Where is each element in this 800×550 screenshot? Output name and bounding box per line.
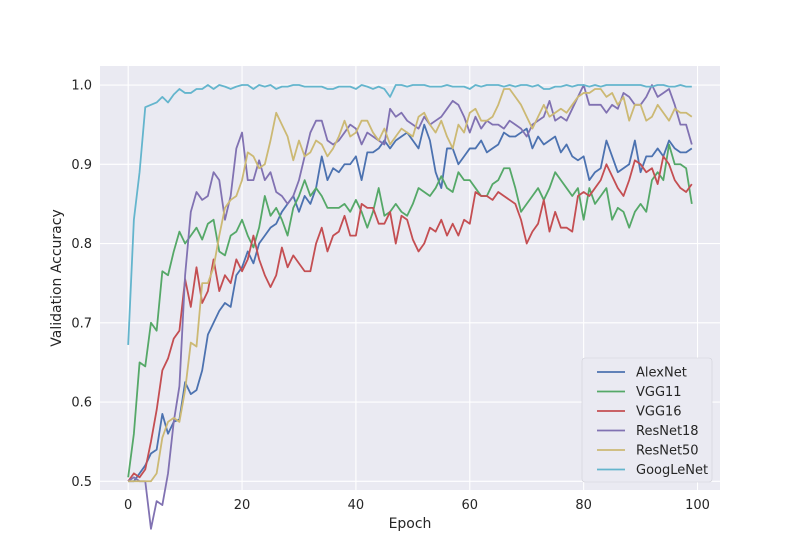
legend-label: AlexNet <box>636 366 687 381</box>
y-tick-label: 0.5 <box>71 475 92 490</box>
x-tick-label: 20 <box>234 498 251 513</box>
legend-label: ResNet50 <box>636 444 699 459</box>
series-line-resnet50 <box>128 88 693 483</box>
x-tick-label: 60 <box>462 498 479 513</box>
legend-label: ResNet18 <box>636 424 699 439</box>
x-tick-label: 80 <box>575 498 592 513</box>
series-line-googlenet <box>127 84 692 346</box>
series-lines <box>127 84 693 530</box>
y-tick-label: 0.7 <box>71 316 92 331</box>
y-axis-label: Validation Accuracy <box>49 209 65 347</box>
x-tick-labels: 0 20 40 60 80 100 <box>124 498 710 513</box>
series-line-resnet18 <box>127 84 693 530</box>
grid-lines <box>100 66 720 490</box>
x-tick-label: 0 <box>124 498 132 513</box>
legend-box <box>581 357 713 483</box>
series-line-vgg16 <box>127 155 693 482</box>
y-tick-label: 0.9 <box>71 158 92 173</box>
y-tick-labels: 0.5 0.6 0.7 0.8 0.9 1.0 <box>71 79 92 490</box>
y-tick-label: 0.6 <box>71 396 92 411</box>
y-tick-label: 0.8 <box>71 237 92 252</box>
series-line-vgg11 <box>127 143 693 478</box>
legend: AlexNet VGG11 VGG16 ResNet18 ResNet50 GoogLeN… <box>581 357 713 483</box>
legend-label: GoogLeNet <box>636 463 708 478</box>
y-tick-label: 1.0 <box>71 79 92 94</box>
series-line-alexnet <box>128 123 693 483</box>
x-tick-label: 100 <box>685 498 710 513</box>
x-axis-label: Epoch <box>389 516 432 532</box>
x-tick-label: 40 <box>348 498 365 513</box>
legend-label: VGG11 <box>636 385 682 400</box>
legend-label: VGG16 <box>636 405 682 420</box>
